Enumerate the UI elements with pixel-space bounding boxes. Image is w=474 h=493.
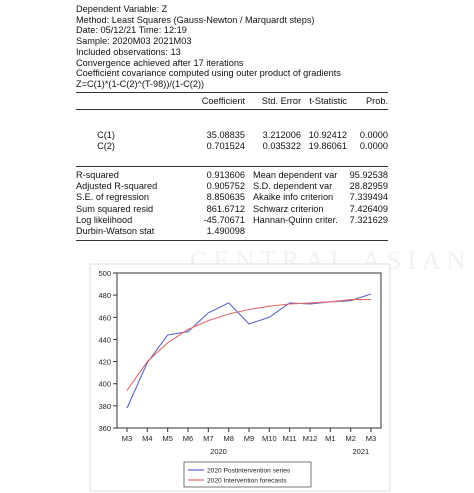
coefficient-value: 0.701524 <box>206 141 245 151</box>
header-line: Coefficient covariance computed using ou… <box>76 68 341 79</box>
stat-label: Durbin-Watson stat <box>76 226 155 236</box>
stat-label: S.E. of regression <box>76 192 150 203</box>
stat-value: 1.490098 <box>206 226 245 236</box>
stat-label: R-squared <box>76 170 119 180</box>
header-line: Convergence achieved after 17 iterations <box>76 57 244 68</box>
forecast-chart: 360 380 400 420 440 460 480 500 M3 M4 M5 M6 M7 M8 M9 M1… <box>89 263 391 492</box>
stat-value: 0.905752 <box>206 181 245 192</box>
regression-header: Dependent Variable: Z Method: Least Squar… <box>76 4 466 90</box>
x-tick-label: M5 <box>162 434 172 443</box>
x-tick-label: M1 <box>325 434 335 443</box>
column-header: Std. Error <box>261 96 301 106</box>
column-header: t-Statistic <box>309 96 347 106</box>
year-label: 2021 <box>352 447 369 456</box>
x-tick-label: M3 <box>366 434 376 443</box>
header-line: Date: 05/12/21 Time: 12:19 <box>76 25 187 36</box>
stats-top-rule <box>76 166 388 167</box>
x-tick-label: M12 <box>303 434 318 443</box>
stat-label: S.D. dependent var <box>253 181 333 192</box>
stat-value: -45.70671 <box>203 214 245 225</box>
x-tick-label: M8 <box>223 434 233 443</box>
stat-label: Akaike info criterion <box>253 192 334 203</box>
stat-value: 95.92538 <box>349 170 388 180</box>
coefficient-name: C(2) <box>97 141 115 151</box>
x-tick-label: M10 <box>262 434 277 443</box>
stat-label: Sum squared resid <box>76 203 154 214</box>
y-tick-label: 420 <box>98 358 111 367</box>
table-header-rule <box>76 109 388 110</box>
stat-value: 861.6712 <box>206 203 245 214</box>
header-line: Included observations: 13 <box>76 46 181 57</box>
y-tick-label: 380 <box>98 402 111 411</box>
y-tick-label: 500 <box>98 269 111 278</box>
stat-label: Log likelihood <box>76 214 133 225</box>
series-line-2 <box>126 299 371 391</box>
legend-label: 2020 Intervention forecasts <box>207 478 287 485</box>
header-line: Dependent Variable: Z <box>76 4 168 14</box>
table-top-rule <box>76 92 388 93</box>
coefficient-value: 19.86061 <box>308 141 347 151</box>
coefficient-value: 0.0000 <box>359 141 388 151</box>
x-tick-label: M9 <box>244 434 254 443</box>
y-tick-label: 480 <box>98 291 111 300</box>
x-tick-label: M2 <box>345 434 355 443</box>
stat-label: Mean dependent var <box>253 170 338 180</box>
coefficient-value: 3.212006 <box>262 130 301 140</box>
coefficient-value: 0.035322 <box>262 141 301 151</box>
stat-value: 8.850635 <box>206 192 245 203</box>
coefficient-value: 10.92412 <box>308 130 347 140</box>
stat-label: Adjusted R-squared <box>76 181 158 192</box>
header-line: Sample: 2020M03 2021M03 <box>76 36 192 47</box>
legend-box <box>183 461 312 488</box>
y-tick-label: 460 <box>98 313 111 322</box>
stat-value: 7.339494 <box>349 192 388 203</box>
y-tick-label: 360 <box>98 424 111 433</box>
coefficient-value: 35.08835 <box>206 130 245 140</box>
column-header: Prob. <box>366 96 388 106</box>
x-tick-label: M6 <box>183 434 193 443</box>
x-tick-label: M7 <box>203 434 213 443</box>
stat-value: 28.82959 <box>349 181 388 192</box>
column-header: Coefficient <box>201 96 245 106</box>
stat-label: Hannan-Quinn criter. <box>253 214 338 225</box>
x-tick-label: M11 <box>283 434 297 443</box>
stat-value: 0.913606 <box>206 170 245 180</box>
header-line: Method: Least Squares (Gauss-Newton / Ma… <box>76 14 315 25</box>
header-line: Z=C(1)*(1-C(2)^(T-98))/(1-C(2)) <box>76 78 205 89</box>
stats-bottom-rule <box>76 240 388 241</box>
coefficient-value: 0.0000 <box>359 130 388 140</box>
x-tick-label: M3 <box>122 434 132 443</box>
plot-area <box>116 272 382 429</box>
y-tick-label: 440 <box>98 335 111 344</box>
x-tick-label: M4 <box>142 434 152 443</box>
legend-label: 2020 Postintervention series <box>207 468 291 475</box>
stat-label: Schwarz criterion <box>253 203 324 214</box>
stat-value: 7.321629 <box>349 214 388 225</box>
year-label: 2020 <box>210 447 227 456</box>
y-tick-label: 400 <box>98 380 111 389</box>
coefficient-name: C(1) <box>97 130 115 140</box>
stat-value: 7.426409 <box>349 203 388 214</box>
